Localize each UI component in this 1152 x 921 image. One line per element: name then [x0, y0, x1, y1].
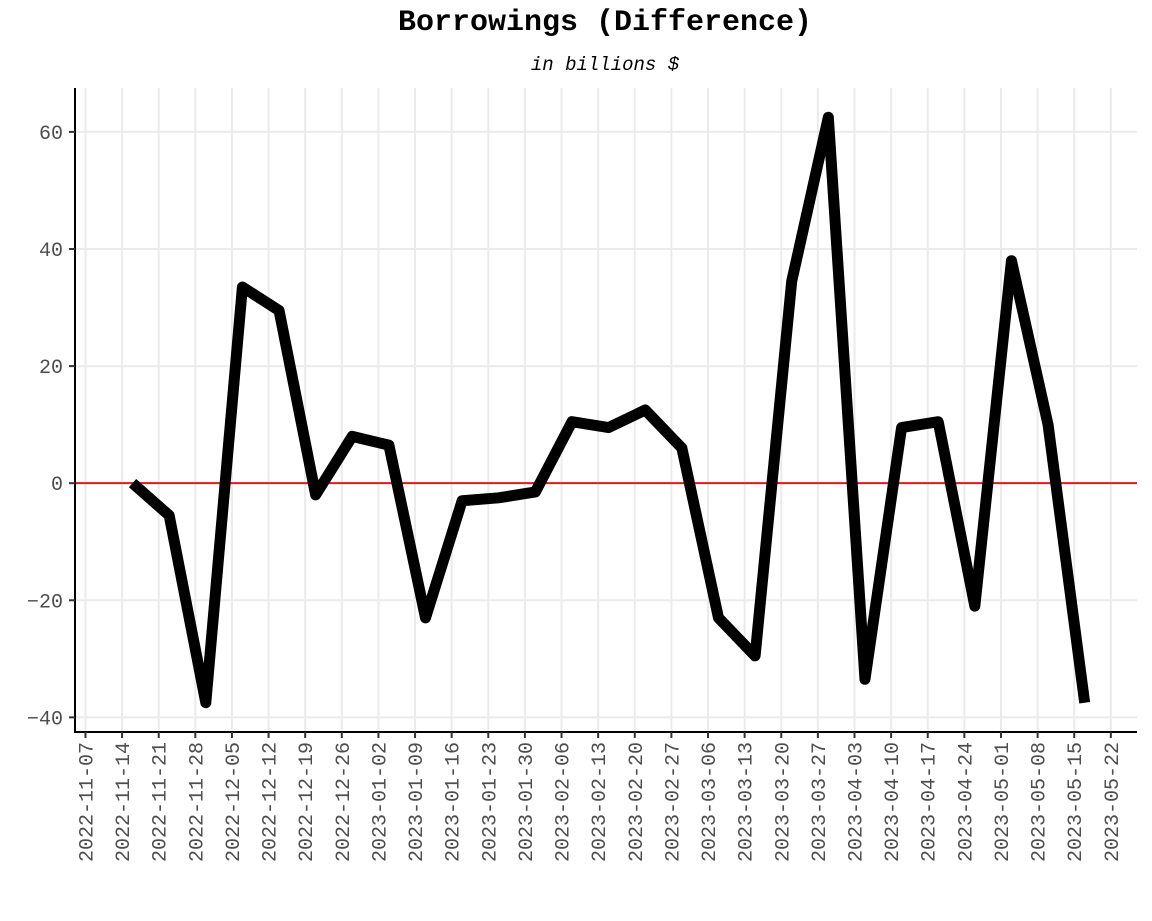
- x-tick-label: 2023-02-13: [589, 742, 612, 862]
- x-tick-label: 2023-02-27: [662, 742, 685, 862]
- x-tick-label: 2023-01-02: [369, 742, 392, 862]
- x-tick-label: 2023-01-09: [406, 742, 429, 862]
- x-tick-label: 2023-03-13: [736, 742, 759, 862]
- y-tick-label: −20: [27, 591, 63, 614]
- x-tick-label: 2022-11-14: [113, 742, 136, 862]
- x-tick-label: 2023-02-20: [626, 742, 649, 862]
- chart-subtitle: in billions $: [530, 54, 680, 76]
- x-tick-label: 2022-11-28: [186, 742, 209, 862]
- x-tick-label: 2022-12-12: [260, 742, 283, 862]
- x-tick-label: 2023-02-06: [553, 742, 576, 862]
- x-tick-label: 2023-01-30: [516, 742, 539, 862]
- x-tick-label: 2022-12-26: [333, 742, 356, 862]
- y-tick-label: 0: [51, 474, 63, 497]
- x-tick-label: 2023-05-01: [992, 742, 1015, 862]
- x-tick-label: 2022-11-07: [76, 742, 99, 862]
- x-tick-label: 2023-01-23: [479, 742, 502, 862]
- x-tick-label: 2023-05-15: [1065, 742, 1088, 862]
- tick-labels: 60 40 20 0 −20 −40 2022-11-07 2022-11-14 2022-11…: [27, 123, 1125, 862]
- x-tick-label: 2023-05-08: [1029, 742, 1052, 862]
- x-tick-label: 2023-03-27: [809, 742, 832, 862]
- y-tick-label: 40: [39, 240, 63, 263]
- grid-lines: [75, 88, 1137, 732]
- x-tick-label: 2023-03-06: [699, 742, 722, 862]
- x-tick-label: 2023-04-17: [919, 742, 942, 862]
- chart-title: Borrowings (Difference): [397, 6, 813, 40]
- x-tick-label: 2023-04-24: [955, 742, 978, 862]
- x-tick-label: 2022-11-21: [150, 742, 173, 862]
- y-tick-label: 60: [39, 123, 63, 146]
- x-tick-label: 2022-12-05: [223, 742, 246, 862]
- x-tick-label: 2023-05-22: [1102, 742, 1125, 862]
- x-tick-label: 2023-04-03: [845, 742, 868, 862]
- series-line-group: [128, 111, 1091, 709]
- y-tick-label: −40: [27, 708, 63, 731]
- y-tick-label: 20: [39, 357, 63, 380]
- x-tick-label: 2023-01-16: [443, 742, 466, 862]
- axes: [69, 88, 1137, 738]
- x-tick-label: 2023-03-20: [772, 742, 795, 862]
- x-tick-label: 2023-04-10: [882, 742, 905, 862]
- x-tick-label: 2022-12-19: [296, 742, 319, 862]
- series-line: [128, 111, 1091, 709]
